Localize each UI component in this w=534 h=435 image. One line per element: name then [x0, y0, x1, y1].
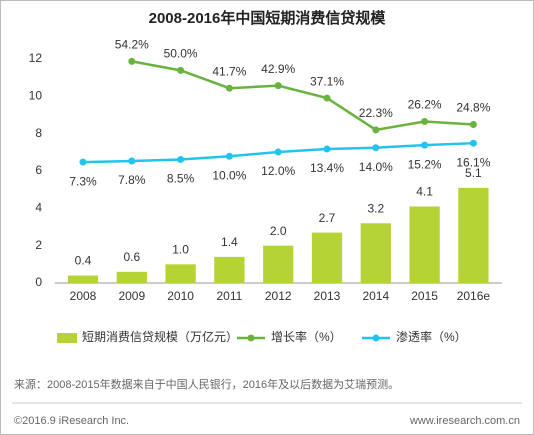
chart-title: 2008-2016年中国短期消费信贷规模	[149, 9, 387, 27]
x-tick-label: 2008	[70, 289, 97, 303]
line-point	[421, 117, 429, 125]
legend-swatch	[57, 333, 77, 343]
line-point	[274, 82, 282, 90]
bar	[263, 245, 294, 283]
x-tick-label: 2013	[314, 289, 341, 303]
y-tick-label: 2	[35, 238, 42, 252]
footer-right: www.iresearch.com.cn	[409, 415, 520, 427]
line-point	[469, 121, 477, 129]
data-label: 41.7%	[212, 64, 246, 78]
data-label: 8.5%	[167, 172, 195, 186]
line-point	[372, 126, 380, 134]
bar	[360, 223, 391, 283]
data-label: 54.2%	[115, 38, 149, 52]
line-point	[128, 157, 136, 165]
bar	[214, 256, 245, 283]
y-tick-label: 10	[29, 89, 43, 103]
data-label: 16.1%	[456, 155, 490, 169]
data-label: 22.3%	[359, 106, 393, 120]
line-point	[79, 158, 87, 166]
legend-label: 短期消费信贷规模（万亿元）	[82, 329, 238, 344]
bar	[458, 187, 489, 283]
line-point	[323, 94, 331, 102]
y-tick-label: 8	[35, 126, 42, 140]
data-label: 2.7	[319, 211, 336, 225]
data-label: 10.0%	[212, 168, 246, 182]
legend-swatch	[372, 334, 380, 342]
data-label: 12.0%	[261, 164, 295, 178]
bar	[311, 232, 343, 283]
line	[131, 60, 474, 132]
data-label: 5.1	[465, 166, 482, 180]
data-label: 0.4	[75, 254, 92, 268]
x-tick-label: 2009	[118, 289, 145, 303]
legend-label: 渗透率（%）	[396, 329, 467, 344]
data-label: 1.4	[221, 235, 238, 249]
data-label: 1.0	[172, 243, 189, 257]
line-point	[372, 144, 380, 152]
line-point	[421, 141, 429, 149]
x-tick-label: 2010	[167, 289, 194, 303]
line-point	[177, 66, 185, 74]
y-tick-label: 4	[35, 201, 42, 215]
line-point	[469, 139, 477, 147]
line-point	[177, 156, 185, 164]
bar	[409, 206, 440, 283]
data-label: 24.8%	[456, 101, 490, 115]
legend-label: 增长率（%）	[271, 329, 342, 344]
bar	[165, 264, 196, 283]
data-label: 15.2%	[408, 157, 442, 171]
y-tick-label: 6	[35, 163, 42, 177]
data-label: 3.2	[367, 201, 384, 215]
line-point	[274, 148, 282, 156]
x-tick-label: 2015	[411, 289, 438, 303]
x-tick-label: 2011	[216, 289, 242, 303]
line-point	[225, 152, 233, 160]
line-point	[323, 145, 331, 153]
data-label: 42.9%	[261, 62, 295, 76]
bar	[116, 271, 147, 283]
source-note: 来源：2008-2015年数据来自于中国人民银行，2016年及以后数据为艾瑞预测…	[14, 377, 399, 391]
footer-left: ©2016.9 iResearch Inc.	[14, 415, 129, 427]
data-label: 0.6	[123, 250, 140, 264]
data-label: 50.0%	[164, 47, 198, 61]
x-tick-label: 2016e	[457, 289, 491, 303]
bar	[67, 275, 99, 283]
x-tick-label: 2012	[265, 289, 292, 303]
data-label: 7.3%	[69, 174, 97, 188]
data-label: 26.2%	[408, 98, 442, 112]
line-point	[225, 84, 233, 92]
data-label: 13.4%	[310, 161, 344, 175]
y-tick-label: 0	[35, 275, 42, 289]
data-label: 2.0	[270, 224, 287, 238]
data-label: 4.1	[416, 185, 433, 199]
line-point	[128, 57, 136, 65]
data-label: 7.8%	[118, 173, 146, 187]
legend-swatch	[247, 334, 255, 342]
data-label: 14.0%	[359, 160, 393, 174]
data-label: 37.1%	[310, 74, 344, 88]
y-tick-label: 12	[29, 51, 43, 65]
x-tick-label: 2014	[362, 289, 389, 303]
